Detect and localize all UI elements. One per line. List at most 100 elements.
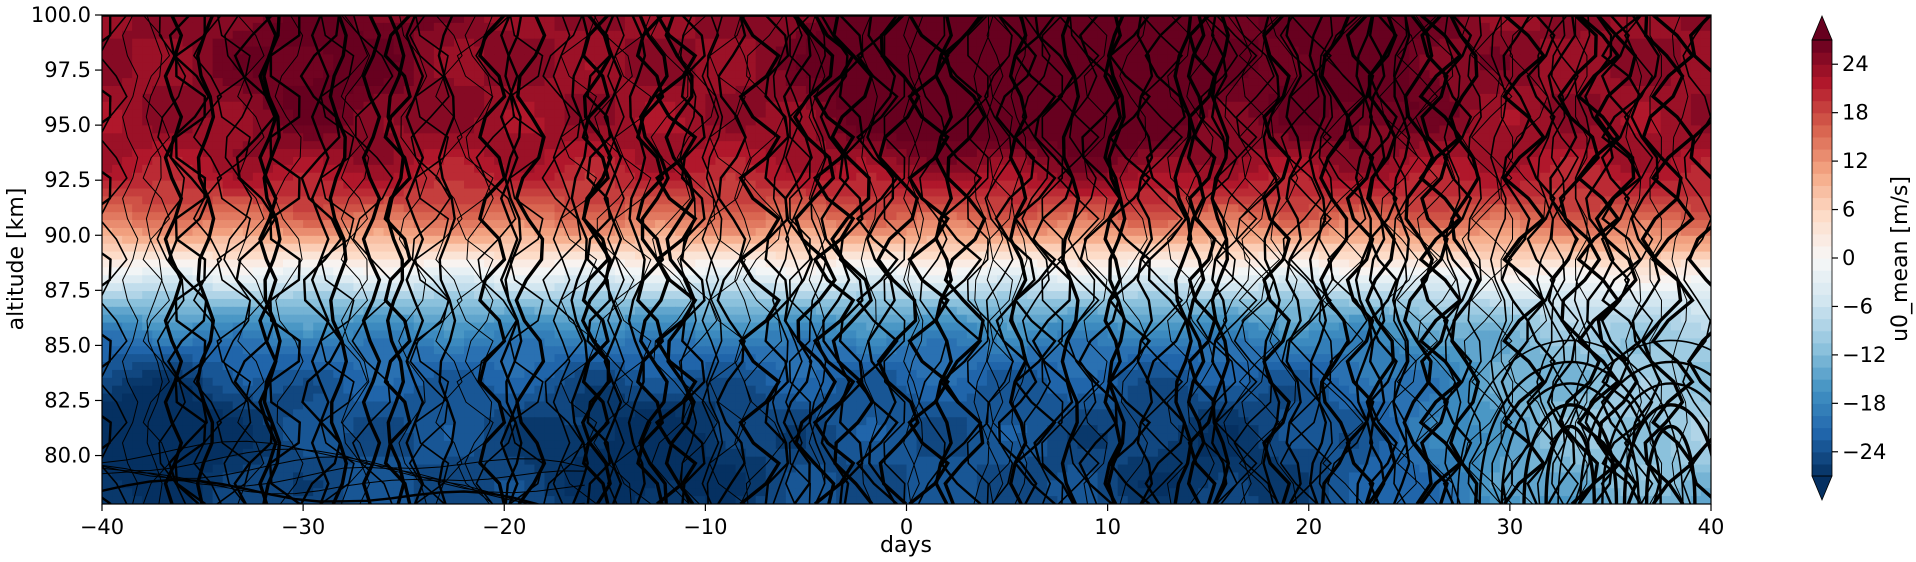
field-cell bbox=[222, 133, 234, 142]
field-cell bbox=[745, 93, 757, 103]
field-cell bbox=[283, 220, 294, 229]
field-cell bbox=[1419, 164, 1431, 174]
field-cell bbox=[102, 180, 113, 190]
field-cell bbox=[1127, 204, 1139, 213]
field-cell bbox=[1117, 141, 1129, 150]
field-cell bbox=[272, 70, 284, 79]
field-cell bbox=[946, 117, 958, 127]
field-cell bbox=[584, 38, 596, 48]
field-cell bbox=[443, 46, 455, 56]
field-cell bbox=[1479, 204, 1491, 213]
field-cell bbox=[534, 93, 546, 103]
field-cell bbox=[1630, 141, 1642, 150]
field-cell bbox=[433, 30, 445, 40]
field-cell bbox=[242, 164, 254, 174]
field-cell bbox=[514, 212, 525, 221]
field-cell bbox=[685, 22, 696, 32]
field-cell bbox=[1590, 93, 1601, 103]
field-cell bbox=[1188, 70, 1199, 79]
field-cell bbox=[1550, 101, 1561, 111]
field-cell bbox=[303, 235, 314, 245]
field-cell bbox=[293, 149, 304, 158]
field-cell bbox=[916, 156, 928, 166]
field-cell bbox=[1670, 101, 1682, 111]
field-cell bbox=[785, 149, 797, 158]
field-cell bbox=[1228, 180, 1239, 190]
field-cell bbox=[112, 204, 123, 213]
field-cell bbox=[665, 46, 676, 56]
field-cell bbox=[594, 78, 606, 87]
field-cell bbox=[1017, 78, 1028, 87]
field-cell bbox=[232, 101, 244, 111]
field-cell bbox=[1258, 109, 1270, 119]
field-cell bbox=[132, 54, 143, 63]
field-cell bbox=[1157, 220, 1169, 229]
field-cell bbox=[1167, 180, 1179, 190]
field-cell bbox=[443, 133, 455, 142]
field-cell bbox=[423, 259, 435, 268]
field-cell bbox=[383, 62, 395, 71]
field-cell bbox=[735, 220, 747, 229]
field-cell bbox=[1228, 212, 1239, 221]
field-cell bbox=[564, 212, 576, 221]
field-cell bbox=[1067, 30, 1079, 40]
field-cell bbox=[1560, 164, 1571, 174]
field-cell bbox=[283, 180, 294, 190]
field-cell bbox=[1529, 15, 1541, 24]
field-cell bbox=[795, 85, 807, 95]
field-cell bbox=[283, 93, 294, 103]
field-cell bbox=[313, 101, 324, 111]
field-cell bbox=[896, 220, 908, 229]
field-cell bbox=[1218, 109, 1229, 119]
field-cell bbox=[1409, 164, 1420, 174]
field-cell bbox=[1449, 85, 1461, 95]
field-cell bbox=[222, 141, 234, 150]
field-cell bbox=[1178, 15, 1189, 24]
field-cell bbox=[494, 85, 505, 95]
field-cell bbox=[665, 62, 676, 71]
field-cell bbox=[1499, 54, 1511, 63]
field-cell bbox=[484, 117, 495, 127]
field-cell bbox=[564, 38, 576, 48]
field-cell bbox=[614, 141, 626, 150]
field-cell bbox=[353, 196, 365, 205]
field-cell bbox=[1409, 220, 1420, 229]
field-cell bbox=[1137, 62, 1149, 71]
field-cell bbox=[1540, 212, 1551, 221]
field-cell bbox=[504, 227, 515, 237]
field-cell bbox=[926, 133, 938, 142]
field-cell bbox=[1228, 133, 1239, 142]
field-cell bbox=[393, 78, 405, 87]
field-cell bbox=[464, 220, 475, 229]
field-cell bbox=[745, 196, 757, 205]
field-cell bbox=[1359, 85, 1370, 95]
field-cell bbox=[1630, 172, 1642, 182]
field-cell bbox=[1489, 70, 1501, 79]
field-cell bbox=[1499, 78, 1511, 87]
field-cell bbox=[1560, 62, 1571, 71]
field-cell bbox=[262, 212, 274, 221]
field-cell bbox=[1469, 125, 1481, 134]
field-cell bbox=[212, 204, 224, 213]
field-cell bbox=[363, 156, 375, 166]
field-cell bbox=[564, 188, 576, 198]
field-cell bbox=[433, 251, 445, 261]
field-cell bbox=[293, 227, 304, 237]
field-cell bbox=[614, 164, 626, 174]
field-cell bbox=[323, 22, 334, 32]
field-cell bbox=[896, 149, 908, 158]
field-cell bbox=[524, 117, 536, 127]
field-cell bbox=[795, 156, 807, 166]
field-cell bbox=[413, 70, 425, 79]
field-cell bbox=[745, 212, 757, 221]
field-cell bbox=[574, 196, 586, 205]
field-cell bbox=[484, 30, 495, 40]
field-cell bbox=[1369, 125, 1380, 134]
field-cell bbox=[645, 38, 656, 48]
field-cell bbox=[735, 30, 747, 40]
field-cell bbox=[333, 78, 344, 87]
field-cell bbox=[1529, 22, 1541, 32]
field-cell bbox=[645, 196, 656, 205]
field-cell bbox=[876, 243, 887, 253]
field-cell bbox=[836, 22, 847, 32]
